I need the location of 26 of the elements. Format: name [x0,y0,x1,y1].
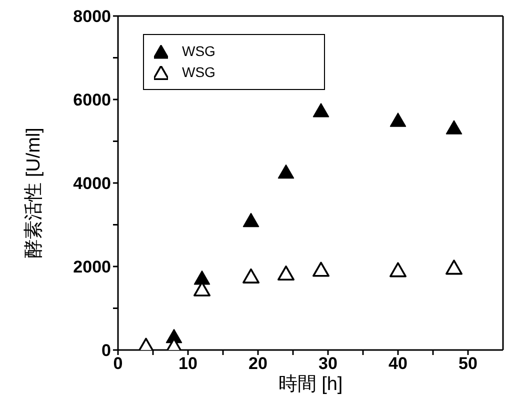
point [278,266,294,281]
y-tick-label: 0 [102,341,111,360]
point [194,270,210,285]
legend-label: WSG [182,63,216,82]
x-tick-label: 10 [178,354,198,374]
point [390,262,406,278]
point [446,260,462,275]
y-axis-title: 酵素活性 [U/ml] [24,128,44,258]
point [390,112,406,127]
x-tick-label: 50 [458,354,478,374]
point [312,262,330,277]
y-tick-label: 2000 [73,258,111,277]
point [242,268,260,284]
x-tick-label: 0 [113,354,123,374]
x-tick-label: 30 [318,354,338,374]
point [242,212,260,228]
point [278,164,294,179]
y-tick-label: 4000 [73,174,111,194]
point [312,103,330,118]
legend-label: WSG [182,42,216,61]
x-tick-label: 40 [388,354,408,374]
y-tick-label: 8000 [73,7,111,26]
y-tick-label: 6000 [73,90,111,110]
point [446,120,462,134]
x-axis-title: 時間 [h] [278,374,343,395]
x-tick-label: 20 [248,354,268,374]
